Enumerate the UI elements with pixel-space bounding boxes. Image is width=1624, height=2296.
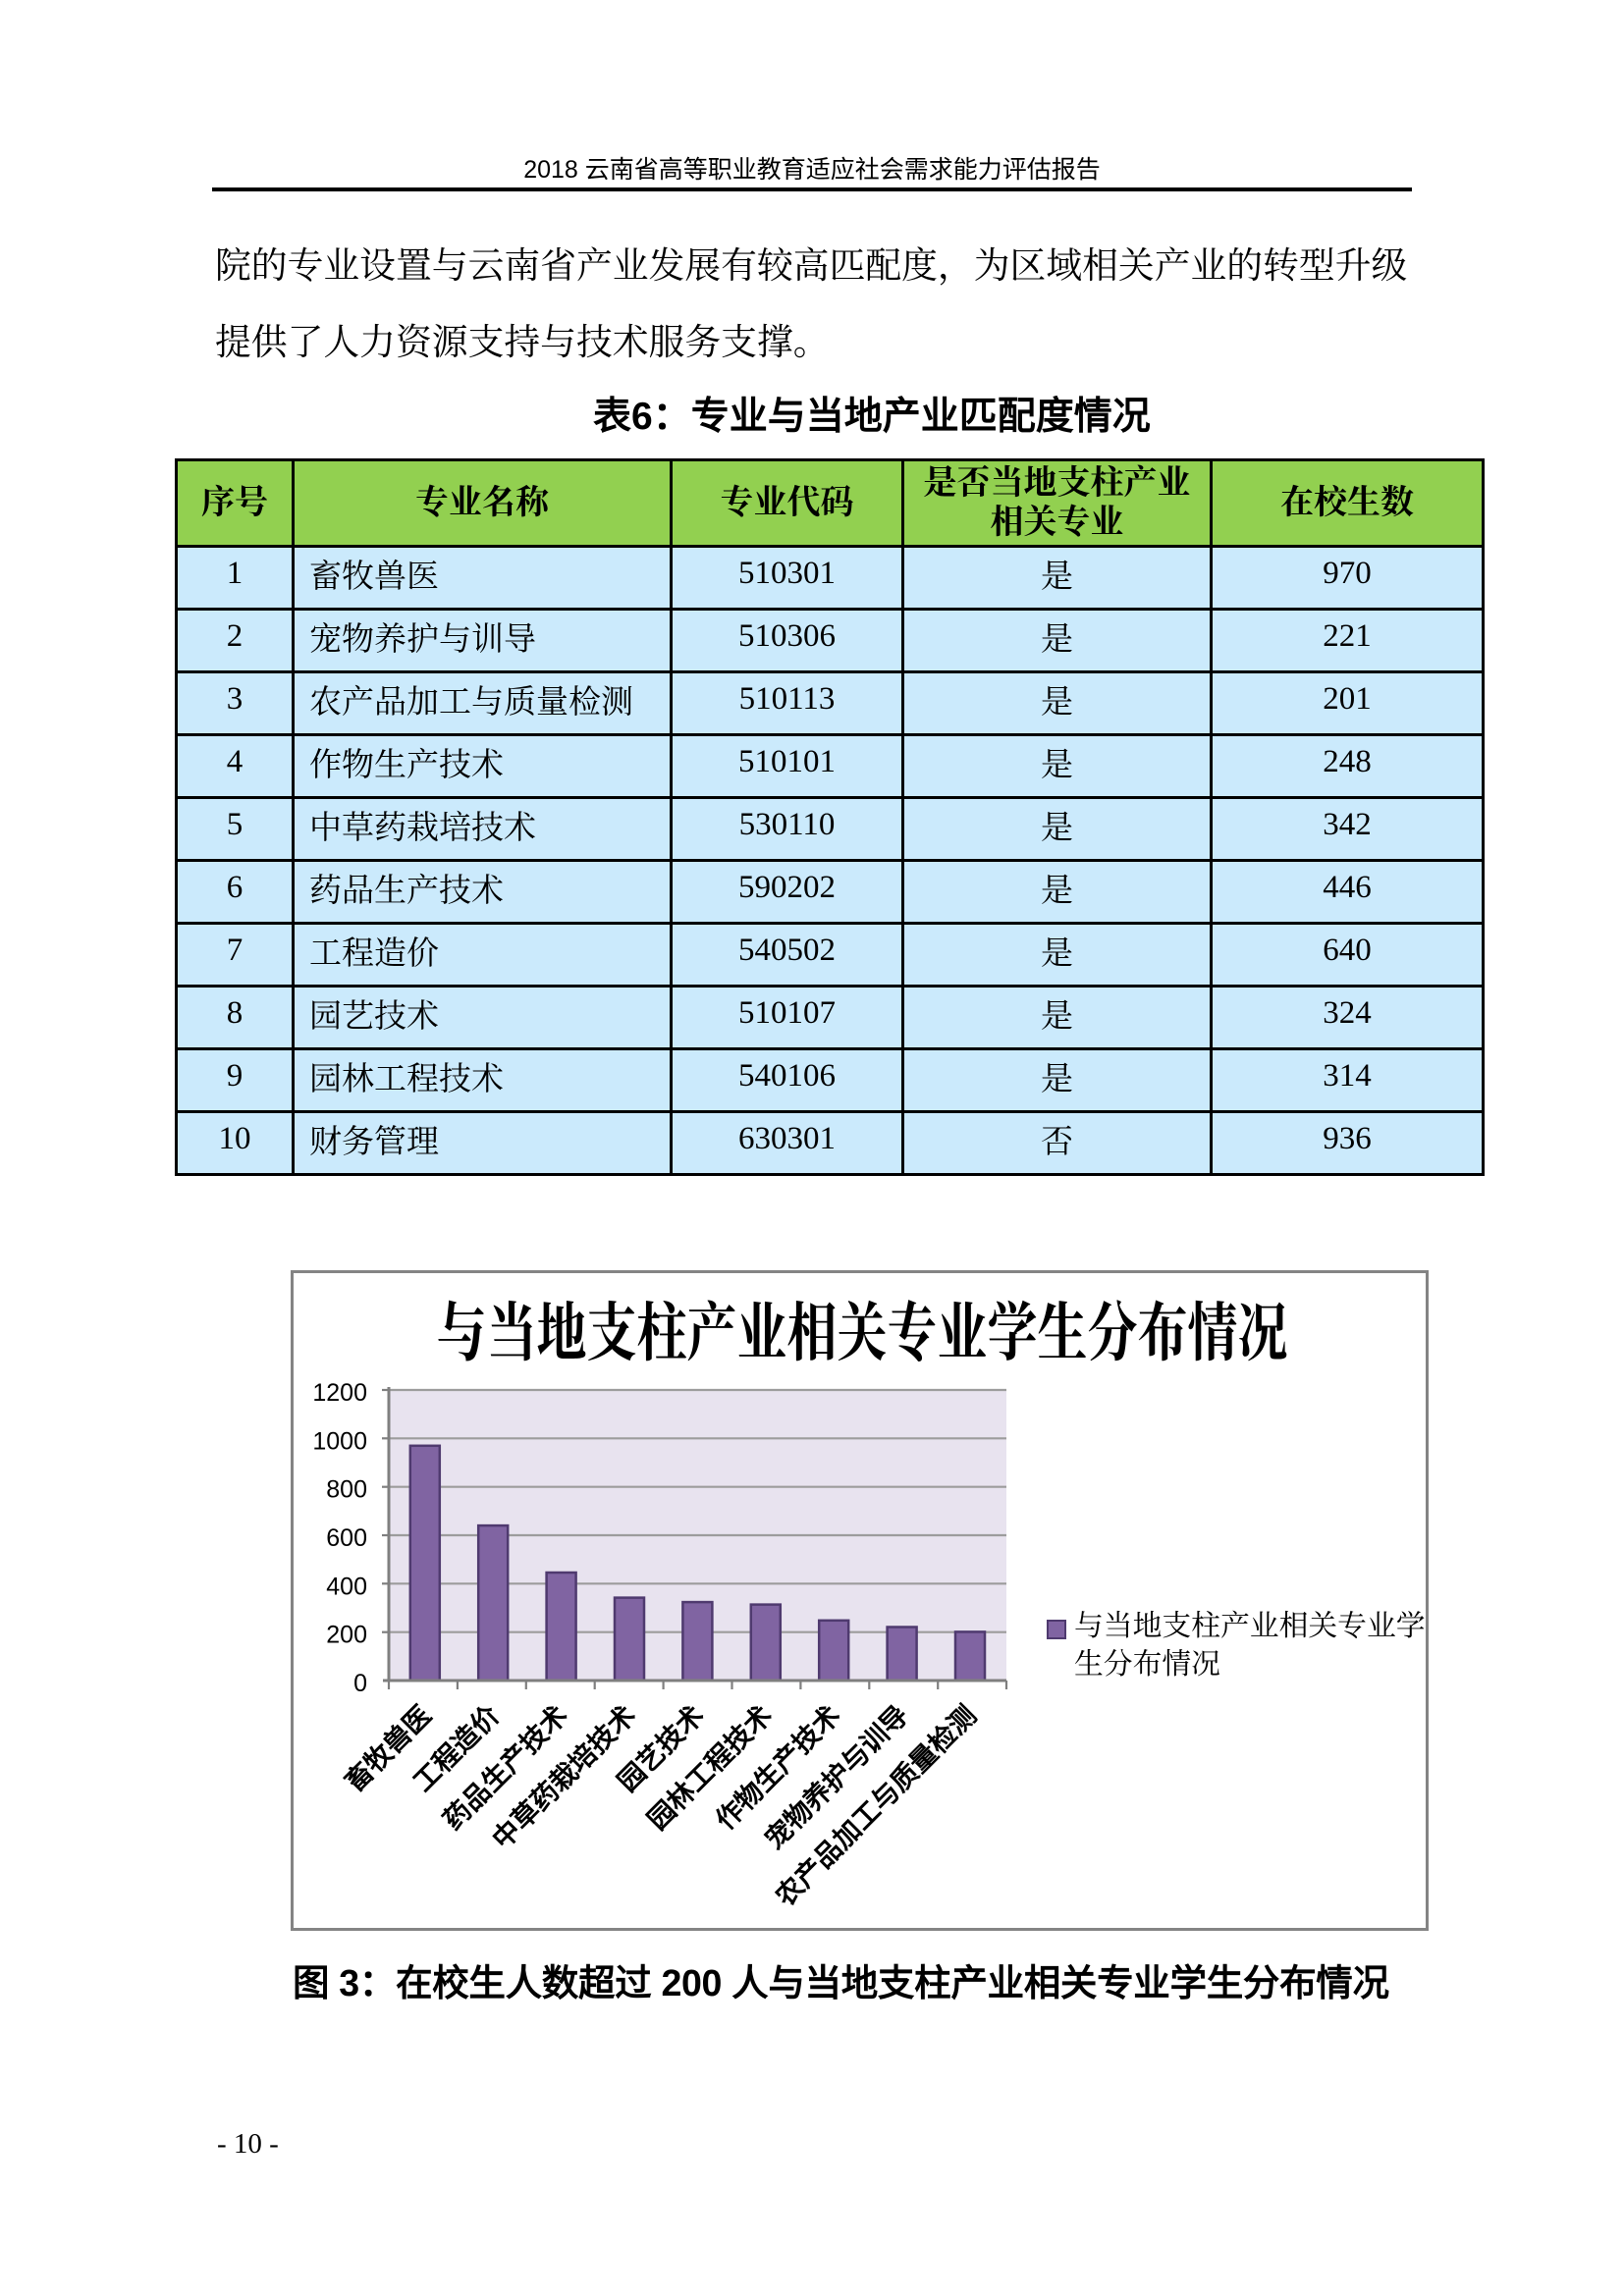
svg-text:400: 400 <box>326 1573 367 1600</box>
svg-text:生分布情况: 生分布情况 <box>1074 1648 1220 1681</box>
svg-text:0: 0 <box>353 1670 367 1697</box>
svg-text:1000: 1000 <box>312 1427 367 1455</box>
svg-text:1200: 1200 <box>312 1379 367 1407</box>
svg-text:600: 600 <box>326 1524 367 1552</box>
svg-text:800: 800 <box>326 1476 367 1504</box>
svg-text:200: 200 <box>326 1622 367 1649</box>
svg-text:与当地支柱产业相关专业学生分布情况: 与当地支柱产业相关专业学生分布情况 <box>436 1298 1287 1368</box>
svg-text:与当地支柱产业相关专业学: 与当地支柱产业相关专业学 <box>1074 1610 1426 1642</box>
